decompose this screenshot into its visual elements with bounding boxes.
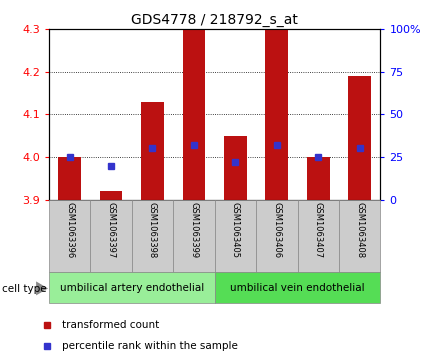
Bar xyxy=(49,200,90,272)
Text: GSM1063396: GSM1063396 xyxy=(65,202,74,258)
Text: GSM1063399: GSM1063399 xyxy=(190,202,198,258)
Bar xyxy=(58,157,81,200)
Bar xyxy=(49,272,215,303)
Bar xyxy=(173,200,215,272)
Text: umbilical artery endothelial: umbilical artery endothelial xyxy=(60,283,204,293)
Bar xyxy=(90,200,132,272)
Bar xyxy=(224,136,247,200)
Bar xyxy=(307,157,330,200)
Bar xyxy=(215,200,256,272)
Text: percentile rank within the sample: percentile rank within the sample xyxy=(62,341,238,351)
Text: GSM1063408: GSM1063408 xyxy=(355,202,364,258)
Text: GSM1063397: GSM1063397 xyxy=(107,202,116,258)
Bar xyxy=(298,200,339,272)
Text: GSM1063406: GSM1063406 xyxy=(272,202,281,258)
Bar xyxy=(132,200,173,272)
Bar xyxy=(99,191,122,200)
Text: umbilical vein endothelial: umbilical vein endothelial xyxy=(230,283,365,293)
Text: GSM1063407: GSM1063407 xyxy=(314,202,323,258)
Bar xyxy=(141,102,164,200)
Title: GDS4778 / 218792_s_at: GDS4778 / 218792_s_at xyxy=(131,13,298,26)
Bar xyxy=(215,272,380,303)
Polygon shape xyxy=(36,281,48,295)
Bar xyxy=(339,200,380,272)
Bar xyxy=(348,76,371,200)
Text: GSM1063398: GSM1063398 xyxy=(148,202,157,258)
Bar xyxy=(256,200,298,272)
Text: transformed count: transformed count xyxy=(62,321,160,330)
Text: cell type: cell type xyxy=(2,284,47,294)
Bar xyxy=(182,29,205,200)
Text: GSM1063405: GSM1063405 xyxy=(231,202,240,258)
Bar xyxy=(265,29,288,200)
